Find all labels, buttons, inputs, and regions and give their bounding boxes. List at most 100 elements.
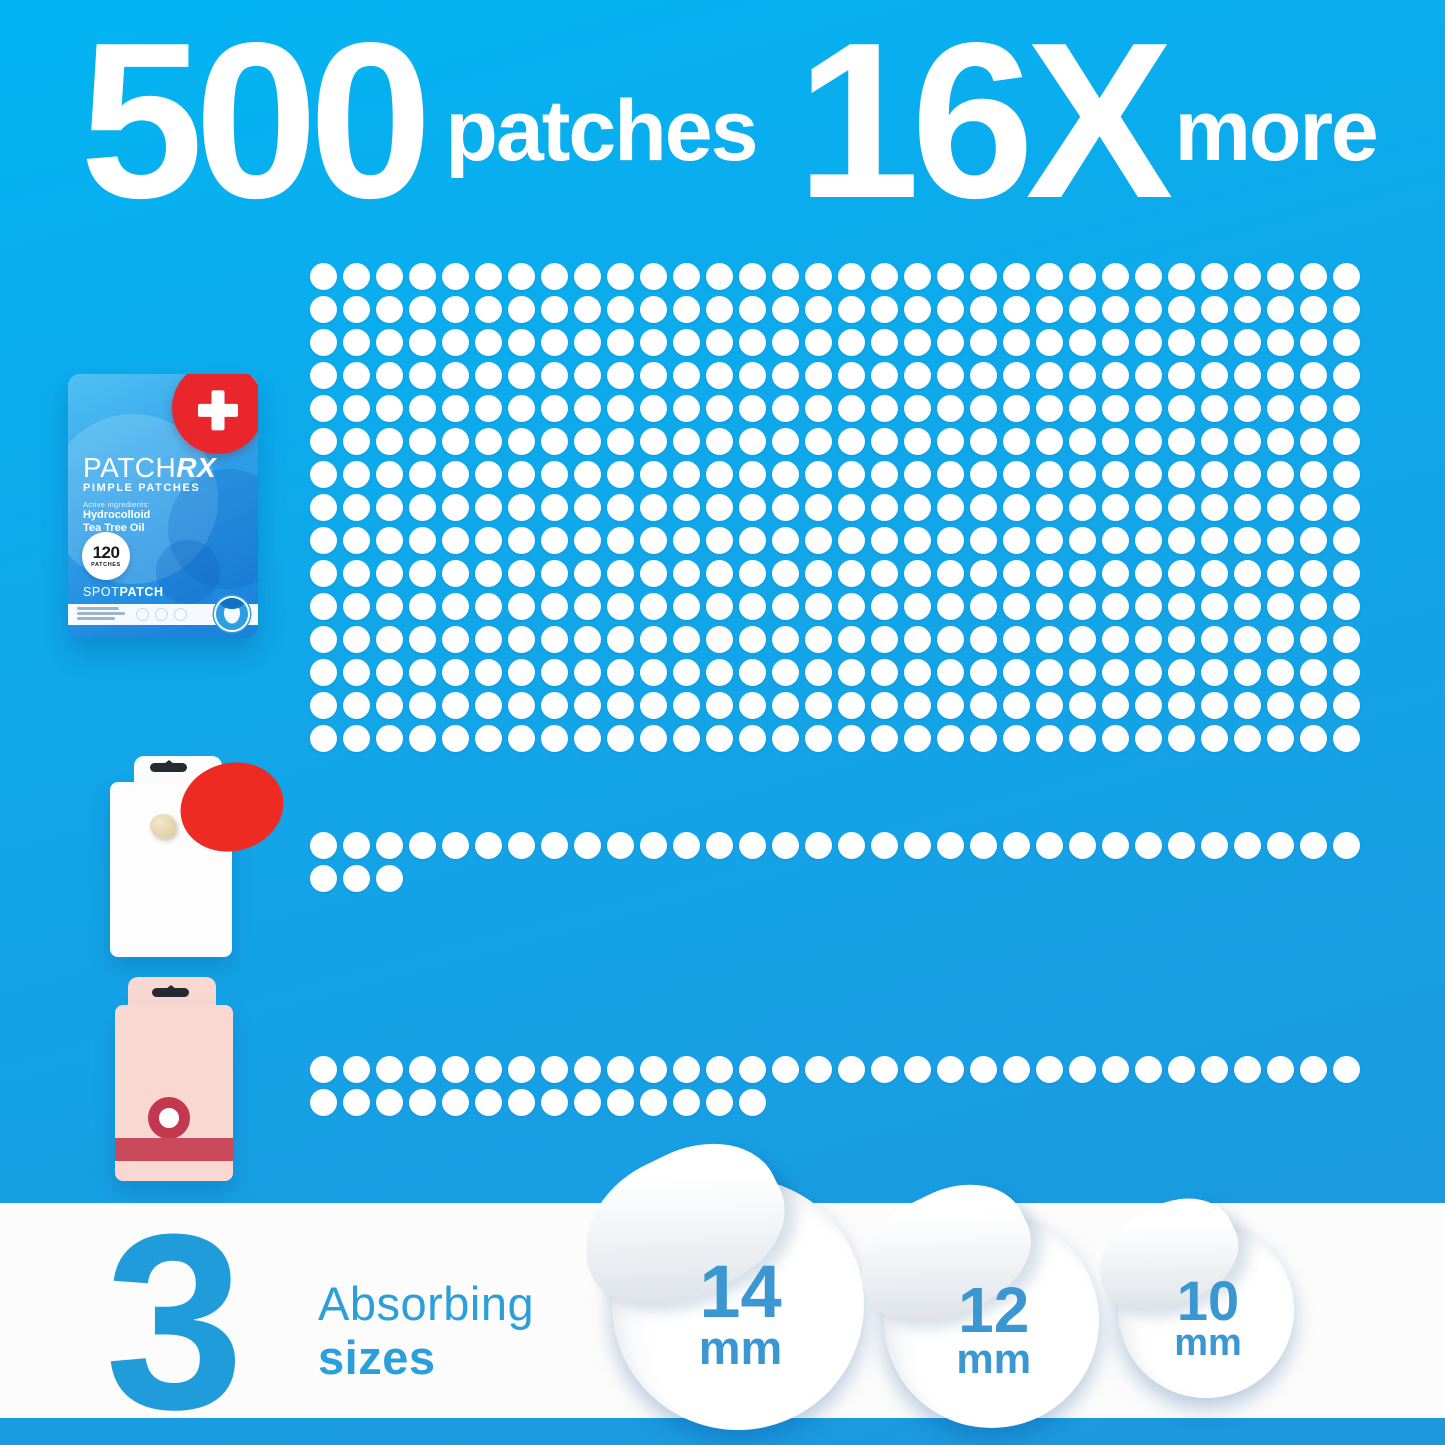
patch-dot <box>508 593 535 620</box>
patch-dot <box>838 593 865 620</box>
patch-dot <box>1333 593 1360 620</box>
patch-dot <box>871 329 898 356</box>
patch-dot <box>1267 329 1294 356</box>
patch-dot <box>1135 832 1162 859</box>
patch-dot <box>574 832 601 859</box>
patch-dot <box>310 560 337 587</box>
patch-dot <box>1003 593 1030 620</box>
patch-dot <box>508 329 535 356</box>
patch-dot <box>1168 494 1195 521</box>
patch-dot <box>970 296 997 323</box>
patch-dot <box>805 263 832 290</box>
patch-dot <box>673 263 700 290</box>
patch-dot <box>508 494 535 521</box>
patch-dot <box>772 296 799 323</box>
patch-dot <box>475 692 502 719</box>
patch-dot <box>937 461 964 488</box>
patch-dot <box>772 1056 799 1083</box>
patch-dot <box>772 263 799 290</box>
patch-dot <box>442 593 469 620</box>
pouch-info-strip <box>68 596 258 632</box>
patch-dot <box>1069 560 1096 587</box>
patch-dot <box>838 692 865 719</box>
patch-dot <box>310 296 337 323</box>
patch-dot <box>1234 461 1261 488</box>
patch-dot <box>970 1056 997 1083</box>
patch-dot <box>541 1089 568 1116</box>
patch-dot <box>574 395 601 422</box>
patch-dot <box>739 593 766 620</box>
patch-dot <box>1300 560 1327 587</box>
patch-dot <box>937 593 964 620</box>
patch-dot <box>1168 832 1195 859</box>
patch-dot <box>1069 832 1096 859</box>
patch-dot <box>508 725 535 752</box>
patch-dot <box>508 832 535 859</box>
patch-dot <box>1234 626 1261 653</box>
patch-dot <box>970 329 997 356</box>
patch-dot <box>739 659 766 686</box>
patch-dot <box>640 626 667 653</box>
patch-dot <box>1102 527 1129 554</box>
patch-dot <box>838 527 865 554</box>
patch-size-outlines <box>136 608 187 621</box>
patch-dot <box>937 692 964 719</box>
patch-dot <box>1168 527 1195 554</box>
patch-dot <box>1333 1056 1360 1083</box>
patch-size-value: 14 <box>699 1250 782 1334</box>
patch-dot <box>1135 659 1162 686</box>
patch-dot <box>1333 428 1360 455</box>
patch-dot <box>1300 263 1327 290</box>
patch-dot <box>1300 527 1327 554</box>
patch-dot <box>574 494 601 521</box>
patch-dot <box>640 461 667 488</box>
patch-dot <box>343 725 370 752</box>
patch-dot <box>1069 494 1096 521</box>
patch-dot <box>1102 832 1129 859</box>
patch-dot <box>1168 428 1195 455</box>
patch-dot <box>772 659 799 686</box>
patch-dot <box>739 1089 766 1116</box>
patch-dot <box>1036 832 1063 859</box>
patch-dot <box>1036 263 1063 290</box>
patch-dot <box>937 725 964 752</box>
patch-dot <box>904 263 931 290</box>
patch-dot <box>1135 263 1162 290</box>
fine-print-lines <box>77 607 125 620</box>
patch-dot <box>475 560 502 587</box>
patch-dot <box>442 494 469 521</box>
patch-dot <box>541 725 568 752</box>
patch-dot <box>673 428 700 455</box>
patch-dot <box>409 461 436 488</box>
competitor1-dot-rows <box>310 832 1360 892</box>
medical-cross-badge <box>172 374 258 454</box>
patch-dot <box>607 692 634 719</box>
patch-dot <box>772 832 799 859</box>
patch-dot <box>1333 832 1360 859</box>
patch-dot <box>970 659 997 686</box>
patch-dot <box>706 593 733 620</box>
patch-dot <box>706 296 733 323</box>
patch-dot <box>409 725 436 752</box>
patch-dot <box>1234 659 1261 686</box>
patch-dot <box>805 461 832 488</box>
patch-dot <box>1201 395 1228 422</box>
patch-dot <box>937 296 964 323</box>
patch-dot <box>1135 461 1162 488</box>
patch-dot <box>343 494 370 521</box>
patch-dot <box>310 362 337 389</box>
patch-dot <box>1003 395 1030 422</box>
patch-dot <box>1234 692 1261 719</box>
patch-dot <box>541 296 568 323</box>
patch-dot <box>706 263 733 290</box>
patch-dot <box>541 395 568 422</box>
patch-dot <box>607 362 634 389</box>
patch-dot <box>805 659 832 686</box>
patch-dot <box>1201 832 1228 859</box>
patch-dot <box>1333 395 1360 422</box>
patch-dot <box>442 296 469 323</box>
patch-dot <box>343 296 370 323</box>
patch-dot <box>640 527 667 554</box>
patch-dot <box>1135 593 1162 620</box>
patch-dot <box>1201 692 1228 719</box>
